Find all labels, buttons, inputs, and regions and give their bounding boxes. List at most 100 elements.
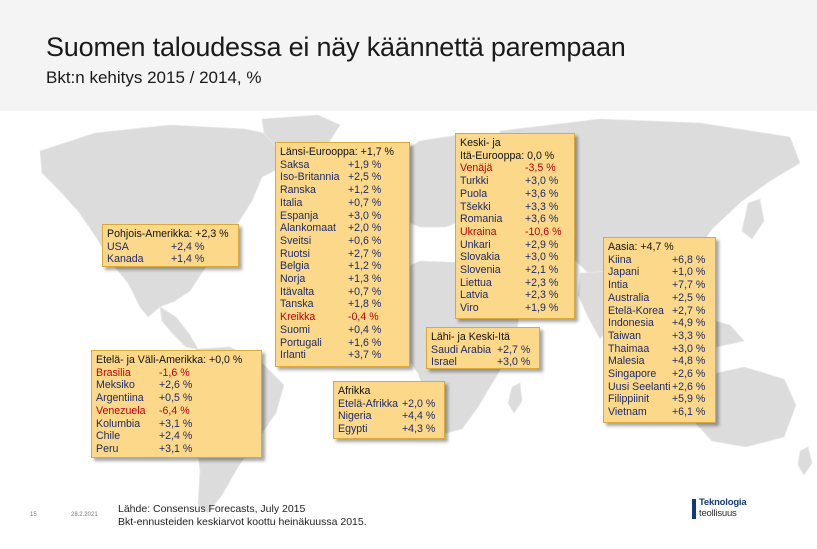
growth-value: +3,3 % (672, 329, 706, 342)
country-name: Intia (608, 279, 629, 292)
region-header-eastern-europe-line2: Itä-Eurooppa: 0,0 % (460, 149, 555, 162)
growth-value: +6,1 % (672, 406, 706, 419)
growth-value: +2,6 % (672, 380, 706, 393)
logo-mark-icon (692, 499, 696, 519)
country-row: USA +2,4 % (107, 241, 234, 254)
country-row: Saudi Arabia +2,7 % (431, 344, 535, 357)
country-row: Nigeria +4,4 % (338, 410, 440, 423)
country-row: Liettua +2,3 % (460, 277, 570, 290)
country-row: Peru +3,1 % (96, 443, 257, 456)
country-row: Slovenia +2,1 % (460, 264, 570, 277)
growth-value: -3,5 % (525, 162, 556, 175)
country-name: Venezuela (96, 404, 146, 417)
growth-value: +3,0 % (672, 342, 706, 355)
country-row: Latvia +2,3 % (460, 289, 570, 302)
region-box-western-europe: Länsi-Eurooppa: +1,7 % Saksa +1,9 % Iso-Br… (275, 142, 410, 367)
region-box-latin-america: Etelä- ja Väli-Amerikka: +0,0 % Brasilia… (91, 350, 262, 458)
country-row: Egypti +4,3 % (338, 423, 440, 436)
region-header-eastern-europe-line1: Keski- ja (460, 137, 501, 149)
region-box-middle-east: Lähi- ja Keski-Itä Saudi Arabia +2,7 % Isr… (426, 327, 540, 369)
growth-value: +4,4 % (402, 410, 436, 423)
country-row: Kanada +1,4 % (107, 253, 234, 266)
country-row: Slovakia +3,0 % (460, 251, 570, 264)
country-name: Romania (460, 213, 503, 226)
country-name: Malesia (608, 355, 645, 368)
country-row: Puola +3,6 % (460, 188, 570, 201)
country-name: Peru (96, 442, 119, 455)
country-row: Taiwan +3,3 % (608, 330, 711, 343)
country-row: Alankomaat +2,0 % (280, 222, 405, 235)
country-name: Kanada (107, 253, 144, 266)
slide-subtitle: Bkt:n kehitys 2015 / 2014, % (46, 68, 262, 87)
country-name: Slovenia (460, 264, 501, 277)
land-central-america (159, 306, 199, 350)
country-name: Egypti (338, 423, 368, 436)
growth-value: +2,5 % (348, 171, 382, 184)
growth-value: +0,5 % (159, 392, 193, 405)
country-name: Belgia (280, 260, 310, 273)
growth-value: +3,0 % (497, 356, 531, 369)
country-row: Malesia +4,8 % (608, 355, 711, 368)
country-row: Suomi +0,4 % (280, 324, 405, 337)
country-name: Japani (608, 266, 640, 279)
region-box-africa: Afrikka Etelä-Afrikka +2,0 % Nigeria +4,4 %… (333, 381, 445, 439)
country-row: Filippiinit +5,9 % (608, 393, 711, 406)
growth-value: +2,6 % (672, 368, 706, 381)
country-row: Ukraina -10,6 % (460, 226, 570, 239)
growth-value: +2,1 % (525, 264, 559, 277)
growth-value: +3,0 % (525, 251, 559, 264)
country-name: Saudi Arabia (431, 343, 492, 356)
growth-value: +3,7 % (348, 349, 382, 362)
land-north-america (39, 124, 301, 318)
growth-value: +1,9 % (525, 302, 559, 315)
country-row: Kiina +6,8 % (608, 254, 711, 267)
country-row: Sveitsi +0,6 % (280, 235, 405, 248)
country-row: Kolumbia +3,1 % (96, 418, 257, 431)
country-row: Turkki +3,0 % (460, 175, 570, 188)
growth-value: +4,8 % (672, 355, 706, 368)
country-name: Kreikka (280, 311, 316, 324)
growth-value: -0,4 % (348, 311, 379, 324)
growth-value: +2,7 % (497, 343, 531, 356)
country-name: Meksiko (96, 379, 135, 392)
country-row: Espanja +3,0 % (280, 210, 405, 223)
country-name: Alankomaat (280, 222, 336, 235)
country-row: Venezuela -6,4 % (96, 405, 257, 418)
growth-value: +1,8 % (348, 298, 382, 311)
country-name: Etelä-Korea (608, 304, 664, 317)
logo-line-1: Teknologia (699, 497, 747, 508)
growth-value: +3,0 % (525, 175, 559, 188)
country-name: Turkki (460, 175, 489, 188)
country-name: Slovakia (460, 251, 501, 264)
growth-value: +3,1 % (159, 417, 193, 430)
country-name: Irlanti (280, 349, 306, 362)
country-name: Ranska (280, 184, 316, 197)
region-box-asia: Aasia: +4,7 % Kiina +6,8 % Japani +1,0 % Int… (603, 237, 716, 423)
region-header-north-america: Pohjois-Amerikka: +2,3 % (107, 228, 229, 240)
growth-value: +3,1 % (159, 442, 193, 455)
country-row: Australia +2,5 % (608, 292, 711, 305)
growth-value: -1,6 % (159, 366, 190, 379)
country-row: Iso-Britannia +2,5 % (280, 171, 405, 184)
land-australia (689, 366, 797, 448)
growth-value: +0,4 % (348, 323, 382, 336)
country-name: Australia (608, 291, 650, 304)
country-name: Kiina (608, 253, 632, 266)
growth-value: +2,9 % (525, 238, 559, 251)
growth-value: +4,3 % (402, 423, 436, 436)
country-row: Tšekki +3,3 % (460, 201, 570, 214)
country-row: Romania +3,6 % (460, 213, 570, 226)
country-row: Tanska +1,8 % (280, 298, 405, 311)
region-box-north-america: Pohjois-Amerikka: +2,3 % USA +2,4 % Kanada… (102, 224, 239, 267)
country-name: Singapore (608, 368, 657, 381)
country-row: Itävalta +0,7 % (280, 286, 405, 299)
growth-value: +2,5 % (672, 291, 706, 304)
growth-value: +2,4 % (159, 430, 193, 443)
country-row: Chile +2,4 % (96, 430, 257, 443)
growth-value: +2,3 % (525, 276, 559, 289)
country-row: Etelä-Korea +2,7 % (608, 305, 711, 318)
growth-value: +2,3 % (525, 289, 559, 302)
country-row: Brasilia -1,6 % (96, 367, 257, 380)
growth-value: +2,4 % (171, 240, 205, 253)
country-row: Unkari +2,9 % (460, 239, 570, 252)
